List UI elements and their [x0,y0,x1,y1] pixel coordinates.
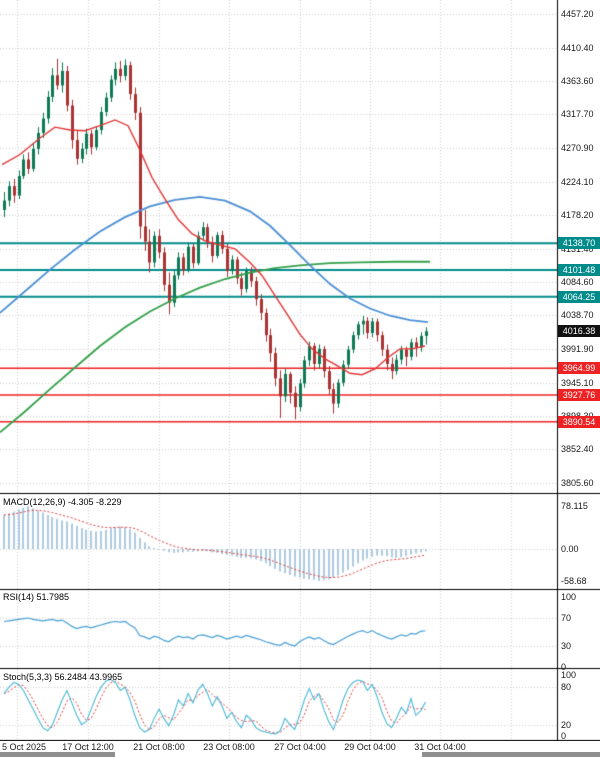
time-axis-label: 29 Oct 04:00 [344,742,396,752]
stoch-axis-label: 20 [561,719,572,730]
price-axis-label: 3852.40 [561,444,594,455]
macd-axis-label: 0.00 [561,544,579,554]
current-price-badge: 4016.38 [558,325,600,338]
stoch-indicator-label: Stoch(5,3,3) 56.2484 43.9965 [3,672,123,682]
price-axis-label: 4410.40 [561,42,594,53]
rsi-axis-label: 0 [561,662,567,672]
price-axis-label: 3945.10 [561,377,594,388]
resistance-badge: 4138.70 [558,237,600,250]
price-axis-label: 4317.70 [561,109,594,120]
support-badge: 3964.99 [558,362,600,375]
rsi-indicator-label: RSI(14) 51.7985 [3,592,70,602]
rsi-axis-label: 100 [561,592,577,602]
price-axis-label: 4038.70 [561,310,594,321]
time-axis-label: 23 Oct 08:00 [203,742,255,752]
macd-indicator-label: MACD(12,26,9) -4.305 -8.229 [3,497,122,507]
time-axis-label: 31 Oct 04:00 [414,742,466,752]
stoch-axis-label: 100 [561,670,577,680]
support-badge: 3890.54 [558,415,600,428]
support-badge: 3927.76 [558,389,600,402]
resistance-badge: 4064.25 [558,290,600,303]
price-axis-label: 4363.60 [561,76,594,87]
stoch-axis-label: 80 [561,682,572,693]
price-axis[interactable]: 4457.20 4410.40 4363.60 4317.70 4270.90 4224.… [557,0,600,741]
macd-axis-label: -58.68 [561,576,587,587]
time-axis-label: 17 Oct 12:00 [62,742,114,752]
stoch-axis-label: 0 [561,731,567,741]
price-axis-label: 3805.60 [561,478,594,488]
price-axis-label: 4457.20 [561,9,594,19]
bottom-scrollbar-track[interactable] [0,752,600,757]
rsi-axis-label: 70 [561,613,572,623]
macd-axis-label: 78.115 [561,501,588,512]
time-axis[interactable]: 5 Oct 2025 17 Oct 12:00 21 Oct 08:00 23 Oct… [0,741,600,752]
price-axis-label: 4270.90 [561,143,594,154]
price-axis-label: 4224.10 [561,176,594,187]
time-axis-label: 5 Oct 2025 [2,742,47,752]
price-axis-label: 3991.90 [561,343,594,354]
time-axis-label: 27 Oct 04:00 [274,742,326,752]
time-axis-label: 21 Oct 08:00 [133,742,185,752]
price-axis-label: 4084.60 [561,277,594,288]
rsi-axis-label: 30 [561,641,572,651]
price-axis-label: 4178.20 [561,209,594,220]
resistance-badge: 4101.48 [558,264,600,277]
bottom-scrollbar-thumb[interactable] [115,752,422,757]
